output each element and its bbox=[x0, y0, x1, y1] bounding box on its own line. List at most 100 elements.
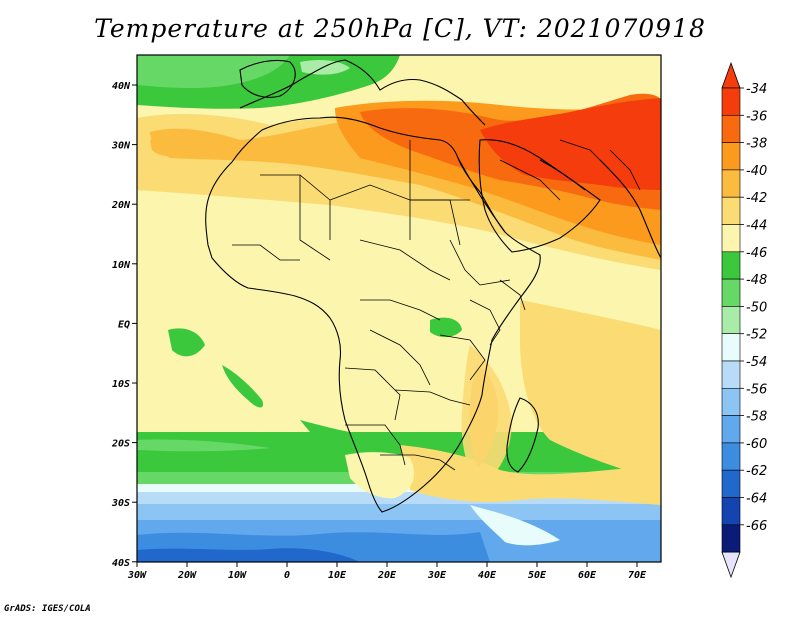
country-borders bbox=[232, 139, 641, 471]
colorbar-label: -48 bbox=[746, 273, 767, 288]
colorbar-label: -50 bbox=[746, 300, 767, 315]
lat-tick-label: 20S bbox=[111, 439, 130, 450]
longitude-axis: 30W 20W 10W 0 10E 20E 30E 40E 50E 60E 70E bbox=[127, 562, 647, 581]
border-drc-2 bbox=[369, 329, 431, 386]
colorbar-label: -40 bbox=[746, 164, 767, 179]
colorbar-swatch bbox=[721, 415, 741, 444]
south-pale-plume bbox=[470, 505, 560, 546]
colorbar-label: -52 bbox=[746, 328, 767, 343]
border-somalia bbox=[499, 279, 526, 311]
border-sahara-2 bbox=[329, 184, 411, 240]
lon-tick-label: 30E bbox=[427, 570, 447, 581]
colorbar-swatch bbox=[721, 524, 741, 553]
india-coastline bbox=[599, 159, 661, 259]
border-angola bbox=[344, 367, 401, 421]
lat-tick-label: 40S bbox=[112, 558, 130, 569]
colorbar-low-cap bbox=[721, 551, 741, 579]
madagascar-coastline bbox=[506, 397, 539, 473]
colorbar-swatch bbox=[721, 497, 741, 526]
colorbar-label: -38 bbox=[746, 137, 767, 152]
colorbar-label: -36 bbox=[746, 109, 767, 124]
colorbar-high-cap bbox=[721, 61, 741, 89]
border-arabia-1 bbox=[499, 159, 561, 201]
credit-text: GrADS: IGES/COLA bbox=[4, 604, 91, 614]
border-sahara-1 bbox=[260, 174, 331, 240]
lon-tick-label: 20W bbox=[177, 570, 197, 581]
colorbar-swatch bbox=[721, 115, 741, 143]
border-iran bbox=[559, 139, 611, 171]
colorbar: -34 -36 -38 -40 -42 -44 -46 -48 -50 -52 -54 -56 -58 -… bbox=[721, 61, 767, 579]
lat-tick-label: 30N bbox=[111, 141, 131, 152]
lat-tick-label: EQ bbox=[118, 319, 130, 330]
sa-warm-42 bbox=[400, 445, 661, 505]
border-zambia bbox=[394, 389, 471, 406]
map-title: Temperature at 250hPa [C], VT: 202107091… bbox=[94, 14, 706, 43]
africa-coastline bbox=[205, 116, 541, 513]
colorbar-label: -58 bbox=[746, 410, 767, 425]
colorbar-label: -44 bbox=[746, 219, 767, 234]
band-south-56 bbox=[137, 504, 661, 520]
lat-tick-label: 20N bbox=[111, 200, 131, 211]
lon-tick-label: 70E bbox=[628, 570, 647, 581]
map-frame bbox=[136, 54, 662, 563]
colorbar-swatch bbox=[721, 196, 741, 225]
colorbar-swatch bbox=[721, 442, 741, 471]
border-southafrica bbox=[380, 454, 456, 471]
lat-tick-label: 40N bbox=[112, 81, 131, 92]
colorbar-swatch bbox=[721, 469, 741, 498]
indian-ocean-42 bbox=[520, 300, 661, 480]
blue-wave-62 bbox=[137, 548, 360, 562]
lon-tick-label: 10W bbox=[228, 570, 247, 581]
europe-coastline bbox=[239, 59, 486, 126]
colorbar-swatch bbox=[721, 142, 741, 171]
border-sudan-ethiopia bbox=[449, 239, 511, 286]
colorbar-label: -46 bbox=[746, 246, 767, 261]
colorbar-label: -34 bbox=[746, 82, 767, 97]
colorbar-label: -62 bbox=[746, 464, 767, 479]
atlantic-green-patch-3 bbox=[300, 420, 395, 442]
coastlines bbox=[205, 59, 661, 513]
colorbar-swatch bbox=[721, 169, 741, 198]
atlantic-green-patch-1 bbox=[168, 328, 205, 357]
border-drc-1 bbox=[360, 299, 441, 321]
colorbar-label: -64 bbox=[746, 492, 767, 507]
border-west-africa bbox=[232, 244, 300, 261]
colorbar-label: -42 bbox=[746, 191, 767, 206]
west-gulf-40 bbox=[150, 137, 185, 156]
colorbar-label: -66 bbox=[746, 519, 767, 534]
lat-tick-label: 10S bbox=[112, 379, 130, 390]
lon-tick-label: 60E bbox=[578, 570, 597, 581]
colorbar-swatch bbox=[721, 251, 741, 280]
colorbar-label: -60 bbox=[746, 437, 767, 452]
lake-victoria-green bbox=[430, 317, 462, 338]
red-sea-coast bbox=[457, 157, 506, 233]
lon-tick-label: 20E bbox=[377, 570, 397, 581]
atlantic-green-patch-4 bbox=[137, 439, 270, 452]
colorbar-swatch bbox=[721, 278, 741, 307]
atlantic-green-patch-2 bbox=[222, 365, 264, 408]
lat-tick-label: 10N bbox=[112, 260, 131, 271]
colorbar-swatch bbox=[721, 360, 741, 389]
colorbar-label: -54 bbox=[746, 355, 767, 370]
colorbar-swatch bbox=[721, 224, 741, 253]
arabia-coastline bbox=[478, 139, 601, 253]
colorbar-label: -56 bbox=[746, 382, 767, 397]
border-pakistan bbox=[609, 149, 641, 191]
europe-52-spot bbox=[300, 60, 350, 75]
latitude-axis: 40N 30N 20N 10N EQ 10S 20S 30S 40S bbox=[111, 81, 137, 569]
persian-gulf-coast bbox=[539, 159, 586, 191]
europe-48-zone bbox=[137, 55, 290, 89]
lon-tick-label: 30W bbox=[127, 570, 147, 581]
lon-tick-label: 40E bbox=[478, 570, 497, 581]
mozambique-channel-42 bbox=[461, 345, 512, 485]
colorbar-swatch bbox=[721, 387, 741, 416]
border-kenya bbox=[469, 299, 501, 346]
lon-tick-label: 50E bbox=[528, 570, 547, 581]
temperature-field bbox=[137, 55, 661, 562]
border-tanzania bbox=[439, 334, 486, 381]
lon-tick-label: 10E bbox=[328, 570, 347, 581]
colorbar-swatch bbox=[721, 306, 741, 334]
colorbar-swatch bbox=[721, 87, 741, 116]
colorbar-swatch bbox=[721, 333, 741, 362]
